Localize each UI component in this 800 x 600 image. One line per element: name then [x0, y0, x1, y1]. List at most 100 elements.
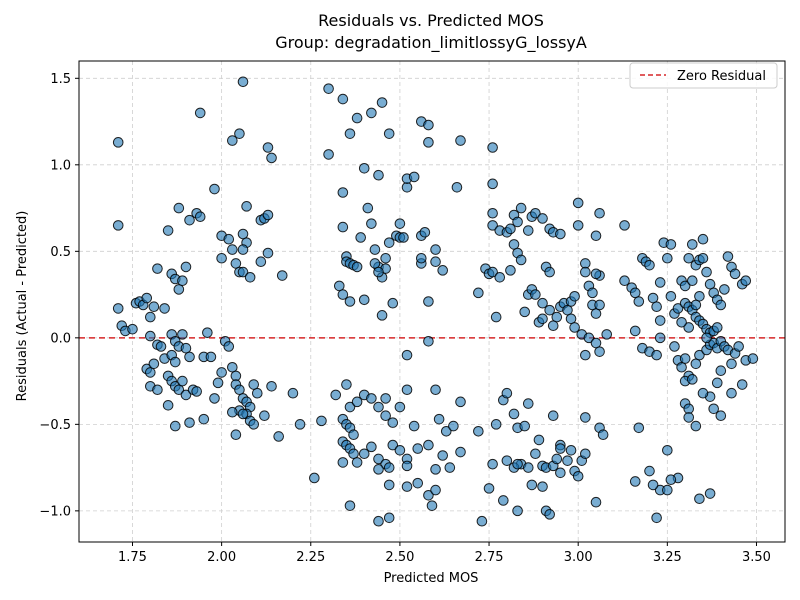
- data-point: [430, 484, 441, 496]
- data-point: [594, 207, 605, 219]
- x-tick-label: 3.25: [653, 550, 682, 565]
- data-point: [145, 330, 156, 342]
- data-point: [601, 329, 613, 340]
- data-point: [562, 455, 573, 466]
- data-point: [651, 301, 662, 312]
- data-point: [430, 256, 441, 268]
- data-point: [216, 367, 227, 378]
- data-point: [383, 479, 395, 491]
- data-point: [276, 270, 288, 281]
- legend-box: [629, 62, 778, 89]
- data-point: [697, 387, 709, 399]
- data-point: [533, 434, 545, 446]
- data-point: [644, 465, 655, 477]
- data-point: [569, 291, 580, 302]
- data-point: [512, 216, 523, 228]
- data-point: [522, 225, 534, 236]
- data-point: [722, 251, 734, 262]
- data-point: [394, 401, 406, 413]
- data-point: [590, 230, 602, 242]
- data-point: [423, 335, 434, 347]
- data-point: [451, 182, 463, 193]
- data-point: [262, 209, 274, 221]
- data-point: [366, 107, 377, 119]
- data-point: [180, 261, 192, 273]
- data-point: [387, 417, 399, 428]
- x-tick-label: 1.75: [118, 550, 147, 565]
- data-point: [665, 239, 677, 250]
- data-point: [651, 349, 662, 361]
- y-tick-label: 0.0: [50, 331, 71, 346]
- data-point: [654, 315, 666, 326]
- data-point: [455, 446, 466, 458]
- data-point: [526, 479, 538, 491]
- data-point: [223, 233, 235, 245]
- data-point: [194, 211, 206, 223]
- data-point: [711, 377, 723, 389]
- data-point: [227, 406, 238, 418]
- data-point: [594, 346, 605, 357]
- data-point: [180, 389, 192, 401]
- x-tick-label: 3.50: [742, 550, 771, 565]
- data-point: [647, 479, 659, 491]
- data-point: [273, 431, 284, 442]
- data-point: [633, 422, 645, 434]
- y-axis-label: Residuals (Actual - Predicted): [15, 211, 30, 402]
- data-point: [412, 477, 424, 489]
- data-point: [177, 375, 188, 387]
- data-point: [629, 476, 641, 487]
- data-point: [665, 474, 677, 486]
- data-point: [408, 420, 420, 432]
- data-point: [619, 275, 630, 287]
- data-point: [209, 393, 220, 404]
- data-point: [580, 266, 591, 278]
- data-point: [672, 303, 684, 314]
- data-point: [701, 332, 712, 344]
- data-point: [380, 252, 391, 264]
- data-point: [351, 396, 363, 408]
- data-point: [376, 310, 388, 321]
- data-point: [237, 408, 249, 420]
- data-point: [430, 464, 441, 475]
- y-axis-ticks: −1.0 −0.5 0.0 0.5 1.0 1.5: [39, 72, 79, 519]
- x-tick-label: 3.00: [564, 550, 593, 565]
- data-point: [430, 244, 441, 255]
- x-axis-ticks: 1.75 2.00 2.25 2.50 2.75 3.00 3.25 3.50: [118, 542, 771, 565]
- data-point: [522, 462, 534, 473]
- data-point: [159, 303, 170, 314]
- data-point: [679, 353, 691, 364]
- data-point: [376, 97, 388, 108]
- data-point: [455, 396, 466, 408]
- data-point: [662, 484, 673, 496]
- data-point: [572, 220, 584, 231]
- data-point: [401, 460, 413, 472]
- data-point: [619, 220, 630, 231]
- data-point: [555, 443, 566, 454]
- data-point: [227, 135, 238, 146]
- data-point: [358, 294, 370, 306]
- data-point: [387, 297, 399, 309]
- data-point: [348, 429, 359, 441]
- data-point: [287, 387, 299, 399]
- data-point: [351, 261, 363, 273]
- data-point: [487, 142, 498, 153]
- data-point: [216, 252, 227, 264]
- data-point: [373, 169, 384, 181]
- data-point: [145, 311, 156, 323]
- data-point: [501, 455, 513, 466]
- data-point: [209, 183, 220, 195]
- data-point: [398, 232, 409, 243]
- data-point: [711, 322, 723, 333]
- data-point: [358, 162, 370, 174]
- data-point: [654, 332, 666, 344]
- data-point: [194, 107, 206, 119]
- data-point: [244, 271, 256, 283]
- data-point: [697, 252, 709, 264]
- data-point: [697, 233, 709, 245]
- data-point: [337, 457, 349, 468]
- data-point: [440, 425, 452, 437]
- data-point: [437, 265, 448, 276]
- data-point: [590, 268, 602, 280]
- data-point: [266, 380, 277, 392]
- data-point: [383, 237, 395, 248]
